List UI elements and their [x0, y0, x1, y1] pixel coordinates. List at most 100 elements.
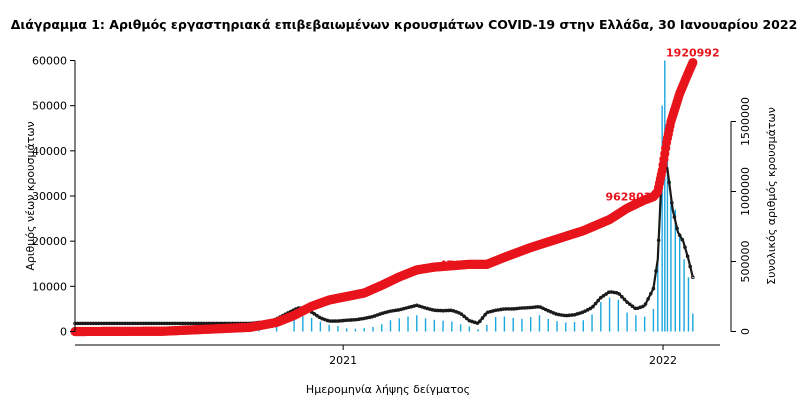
y2-tick-label: 500000 — [739, 241, 752, 283]
daily-bar — [600, 302, 602, 332]
moving-average-point — [648, 291, 653, 296]
cumulative-annotation: 1920992 — [666, 47, 720, 60]
moving-average-point — [667, 180, 671, 185]
cumulative-cases-line — [70, 57, 698, 337]
moving-average-point — [680, 237, 685, 242]
moving-average-point — [591, 304, 595, 309]
moving-average-point — [651, 286, 656, 291]
x-axis: 2021 2022 — [75, 344, 720, 367]
daily-bar — [687, 277, 690, 332]
daily-bar — [293, 318, 295, 332]
moving-average-point — [480, 316, 485, 320]
daily-bar — [275, 322, 278, 332]
moving-average-point — [462, 314, 466, 319]
moving-average-point — [620, 294, 624, 299]
moving-average-point — [593, 301, 598, 306]
daily-bar — [363, 327, 365, 332]
daily-bar — [442, 320, 444, 332]
daily-bar — [635, 315, 637, 332]
daily-bar — [547, 318, 549, 332]
daily-bar — [530, 317, 532, 332]
moving-average-point — [656, 238, 661, 243]
daily-bar — [381, 324, 383, 332]
y2-tick-label: 0 — [739, 328, 752, 335]
moving-average-point — [677, 233, 682, 237]
moving-average-point — [459, 312, 464, 316]
moving-average-point — [617, 292, 622, 296]
moving-average-point — [601, 294, 606, 298]
daily-cases-bars — [74, 60, 694, 332]
daily-bar — [670, 196, 672, 332]
daily-bar — [617, 299, 620, 332]
moving-average-point — [688, 264, 692, 269]
y2-tick-label: 1500000 — [739, 97, 752, 146]
daily-bar — [664, 60, 666, 332]
y-axis-right: 0 500000 1000000 1500000 — [730, 97, 752, 335]
daily-bar — [398, 318, 400, 332]
moving-average-point — [478, 319, 482, 324]
daily-bar — [486, 324, 488, 332]
daily-bar — [494, 317, 497, 332]
y-tick-label: 50000 — [32, 100, 67, 113]
daily-bar — [591, 314, 593, 332]
y-axis-label: Αριθμός νέων κρουσμάτων — [24, 121, 37, 270]
moving-average-point — [315, 313, 319, 318]
moving-average-point — [585, 308, 590, 312]
daily-bar — [345, 328, 348, 332]
moving-average-point — [672, 215, 677, 219]
daily-bar — [657, 250, 659, 332]
daily-bar — [310, 317, 313, 332]
moving-average-point — [675, 226, 679, 231]
y-tick-label: 30000 — [32, 190, 67, 203]
moving-average-point — [604, 292, 608, 296]
daily-bar — [468, 326, 471, 332]
moving-average-point — [464, 316, 469, 321]
daily-bar — [424, 318, 427, 332]
daily-bar — [328, 324, 330, 332]
cumulative-annotation: 479582 — [439, 258, 485, 271]
moving-average-point — [669, 200, 674, 205]
cumulative-point — [688, 57, 698, 68]
daily-bar — [407, 316, 409, 332]
moving-average-point — [654, 269, 658, 273]
moving-average-point — [475, 321, 480, 325]
chart-title: Διάγραμμα 1: Αριθμός εργαστηριακά επιβεβ… — [11, 17, 798, 32]
daily-bar — [582, 320, 584, 332]
moving-average-point — [641, 304, 645, 309]
moving-average-point — [646, 297, 650, 301]
daily-bar — [573, 322, 576, 332]
daily-bar — [661, 105, 663, 332]
daily-bar — [678, 236, 681, 332]
y-tick-label: 10000 — [32, 280, 67, 293]
y-axis-left: 0 10000 20000 30000 40000 50000 60000 — [32, 55, 76, 339]
moving-average-point — [691, 275, 695, 280]
y-tick-label: 20000 — [32, 235, 67, 248]
moving-average-point — [483, 312, 487, 317]
daily-bar — [477, 329, 479, 332]
moving-average-point — [622, 297, 627, 302]
x-tick-label: 2021 — [329, 354, 357, 367]
moving-average-point — [683, 245, 687, 249]
daily-bar — [337, 326, 339, 332]
x-axis-label: Ημερομηνία λήψης δείγματος — [306, 383, 470, 396]
daily-bar — [565, 322, 567, 332]
moving-average-point — [630, 304, 635, 309]
daily-bar — [683, 259, 685, 332]
moving-average-point — [312, 312, 317, 316]
moving-average-point — [627, 302, 632, 306]
daily-bar — [652, 308, 655, 332]
daily-bar — [319, 321, 322, 332]
daily-bar — [389, 320, 392, 332]
y-tick-label: 40000 — [32, 145, 67, 158]
daily-bar — [538, 315, 541, 332]
moving-average-point — [625, 300, 629, 304]
daily-bar — [643, 316, 646, 332]
moving-average-point — [685, 254, 690, 259]
daily-bar — [416, 315, 418, 332]
daily-bar — [674, 209, 676, 332]
moving-average-point — [588, 306, 593, 311]
daily-bar — [354, 328, 357, 332]
moving-average-point — [457, 310, 461, 315]
moving-average-point — [643, 302, 648, 306]
